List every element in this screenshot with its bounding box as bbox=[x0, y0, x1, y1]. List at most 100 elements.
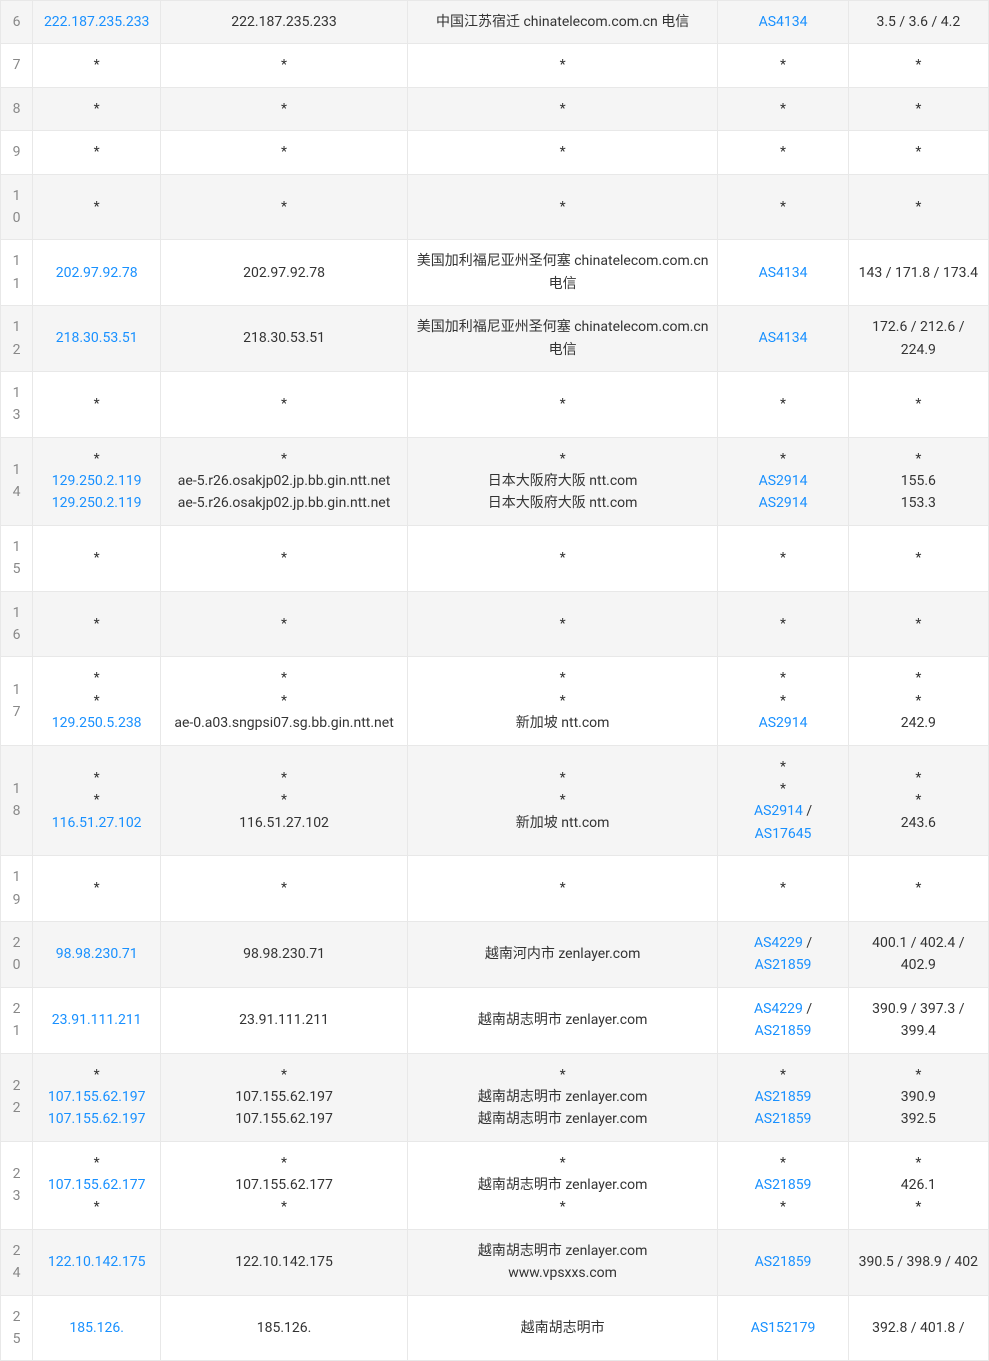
cell-line: AS21859 bbox=[726, 1174, 839, 1196]
rtt-cell: 390.5 / 398.9 / 402 bbox=[848, 1229, 988, 1295]
text: / bbox=[803, 935, 812, 951]
hop-cell: 10 bbox=[1, 174, 33, 240]
ip-cell: 202.97.92.78 bbox=[33, 240, 161, 306]
link-text[interactable]: 129.250.5.238 bbox=[52, 715, 142, 731]
location-cell: 越南胡志明市 bbox=[407, 1295, 718, 1361]
cell-line: 218.30.53.51 bbox=[169, 327, 398, 349]
hostname-cell: *107.155.62.197107.155.62.197 bbox=[161, 1053, 407, 1141]
table-row: 9***** bbox=[1, 131, 989, 174]
cell-line: * bbox=[41, 877, 152, 899]
cell-line: * bbox=[416, 54, 710, 76]
hop-cell: 8 bbox=[1, 87, 33, 130]
cell-line: * bbox=[41, 789, 152, 811]
link-text[interactable]: AS21859 bbox=[755, 1023, 812, 1039]
cell-line: 116.51.27.102 bbox=[41, 812, 152, 834]
cell-line: 107.155.62.197 bbox=[169, 1108, 398, 1130]
link-text[interactable]: 107.155.62.177 bbox=[48, 1177, 146, 1193]
hop-cell: 11 bbox=[1, 240, 33, 306]
hostname-cell: **ae-0.a03.sngpsi07.sg.bb.gin.ntt.net bbox=[161, 657, 407, 745]
cell-line: * bbox=[726, 547, 839, 569]
link-text[interactable]: AS4134 bbox=[759, 14, 808, 30]
hop-cell: 15 bbox=[1, 525, 33, 591]
location-cell: * bbox=[407, 131, 718, 174]
cell-line: * bbox=[169, 667, 398, 689]
hop-cell: 7 bbox=[1, 44, 33, 87]
link-text[interactable]: 222.187.235.233 bbox=[44, 14, 150, 30]
cell-line: * bbox=[726, 393, 839, 415]
ip-cell: **116.51.27.102 bbox=[33, 745, 161, 856]
location-cell: 越南河内市 zenlayer.com bbox=[407, 921, 718, 987]
table-row: 8***** bbox=[1, 87, 989, 130]
link-text[interactable]: AS2914 bbox=[759, 715, 808, 731]
hop-cell: 14 bbox=[1, 437, 33, 525]
link-text[interactable]: AS4229 bbox=[754, 1001, 803, 1017]
asn-cell: AS4134 bbox=[718, 240, 848, 306]
link-text[interactable]: 202.97.92.78 bbox=[56, 265, 138, 281]
link-text[interactable]: 129.250.2.119 bbox=[52, 473, 142, 489]
cell-line: 185.126. bbox=[169, 1317, 398, 1339]
link-text[interactable]: 218.30.53.51 bbox=[56, 330, 138, 346]
ip-cell: * bbox=[33, 856, 161, 922]
link-text[interactable]: AS2914 bbox=[759, 473, 808, 489]
hop-cell: 19 bbox=[1, 856, 33, 922]
location-cell: *日本大阪府大阪 ntt.com日本大阪府大阪 ntt.com bbox=[407, 437, 718, 525]
link-text[interactable]: AS17645 bbox=[755, 826, 812, 842]
cell-line: 129.250.5.238 bbox=[41, 712, 152, 734]
ip-cell: **129.250.5.238 bbox=[33, 657, 161, 745]
link-text[interactable]: AS21859 bbox=[755, 1177, 812, 1193]
asn-cell: * bbox=[718, 591, 848, 657]
cell-line: ae-5.r26.osakjp02.jp.bb.gin.ntt.net bbox=[169, 492, 398, 514]
cell-line: 202.97.92.78 bbox=[41, 262, 152, 284]
cell-line: 美国加利福尼亚州圣何塞 chinatelecom.com.cn 电信 bbox=[416, 250, 710, 295]
cell-line: 155.6 bbox=[857, 470, 980, 492]
cell-line: * bbox=[857, 448, 980, 470]
link-text[interactable]: AS4134 bbox=[759, 330, 808, 346]
link-text[interactable]: AS21859 bbox=[755, 957, 812, 973]
cell-line: AS152179 bbox=[726, 1317, 839, 1339]
cell-line: ae-0.a03.sngpsi07.sg.bb.gin.ntt.net bbox=[169, 712, 398, 734]
link-text[interactable]: 116.51.27.102 bbox=[52, 815, 142, 831]
link-text[interactable]: AS21859 bbox=[755, 1254, 812, 1270]
rtt-cell: * bbox=[848, 44, 988, 87]
cell-line: * bbox=[169, 141, 398, 163]
ip-cell: * bbox=[33, 44, 161, 87]
cell-line: * bbox=[726, 54, 839, 76]
location-cell: 越南胡志明市 zenlayer.com bbox=[407, 987, 718, 1053]
asn-cell: * bbox=[718, 371, 848, 437]
hostname-cell: * bbox=[161, 131, 407, 174]
link-text[interactable]: AS21859 bbox=[755, 1089, 812, 1105]
cell-line: 116.51.27.102 bbox=[169, 812, 398, 834]
link-text[interactable]: 122.10.142.175 bbox=[48, 1254, 146, 1270]
cell-line: * bbox=[857, 613, 980, 635]
link-text[interactable]: AS2914 bbox=[759, 495, 808, 511]
link-text[interactable]: 107.155.62.197 bbox=[48, 1089, 146, 1105]
ip-cell: * bbox=[33, 591, 161, 657]
link-text[interactable]: AS4229 bbox=[754, 935, 803, 951]
cell-line: * bbox=[726, 1064, 839, 1086]
link-text[interactable]: AS152179 bbox=[751, 1320, 816, 1336]
hostname-cell: * bbox=[161, 856, 407, 922]
cell-line: * bbox=[416, 1196, 710, 1218]
cell-line: AS4229 / AS21859 bbox=[726, 998, 839, 1043]
cell-line: 172.6 / 212.6 / 224.9 bbox=[857, 316, 980, 361]
link-text[interactable]: 185.126. bbox=[69, 1320, 124, 1336]
link-text[interactable]: AS4134 bbox=[759, 265, 808, 281]
link-text[interactable]: AS21859 bbox=[755, 1111, 812, 1127]
link-text[interactable]: AS2914 bbox=[754, 803, 803, 819]
cell-line: * bbox=[41, 141, 152, 163]
table-row: 24122.10.142.175122.10.142.175越南胡志明市 zen… bbox=[1, 1229, 989, 1295]
link-text[interactable]: 129.250.2.119 bbox=[52, 495, 142, 511]
link-text[interactable]: 107.155.62.197 bbox=[48, 1111, 146, 1127]
text: / bbox=[803, 803, 812, 819]
asn-cell: AS4134 bbox=[718, 306, 848, 372]
rtt-cell: * bbox=[848, 87, 988, 130]
table-row: 12218.30.53.51218.30.53.51美国加利福尼亚州圣何塞 ch… bbox=[1, 306, 989, 372]
cell-line: * bbox=[41, 1152, 152, 1174]
cell-line: 202.97.92.78 bbox=[169, 262, 398, 284]
cell-line: AS2914 bbox=[726, 712, 839, 734]
link-text[interactable]: 23.91.111.211 bbox=[52, 1012, 142, 1028]
link-text[interactable]: 98.98.230.71 bbox=[56, 946, 138, 962]
cell-line: 129.250.2.119 bbox=[41, 492, 152, 514]
cell-line: 越南胡志明市 zenlayer.com bbox=[416, 1174, 710, 1196]
table-row: 19***** bbox=[1, 856, 989, 922]
